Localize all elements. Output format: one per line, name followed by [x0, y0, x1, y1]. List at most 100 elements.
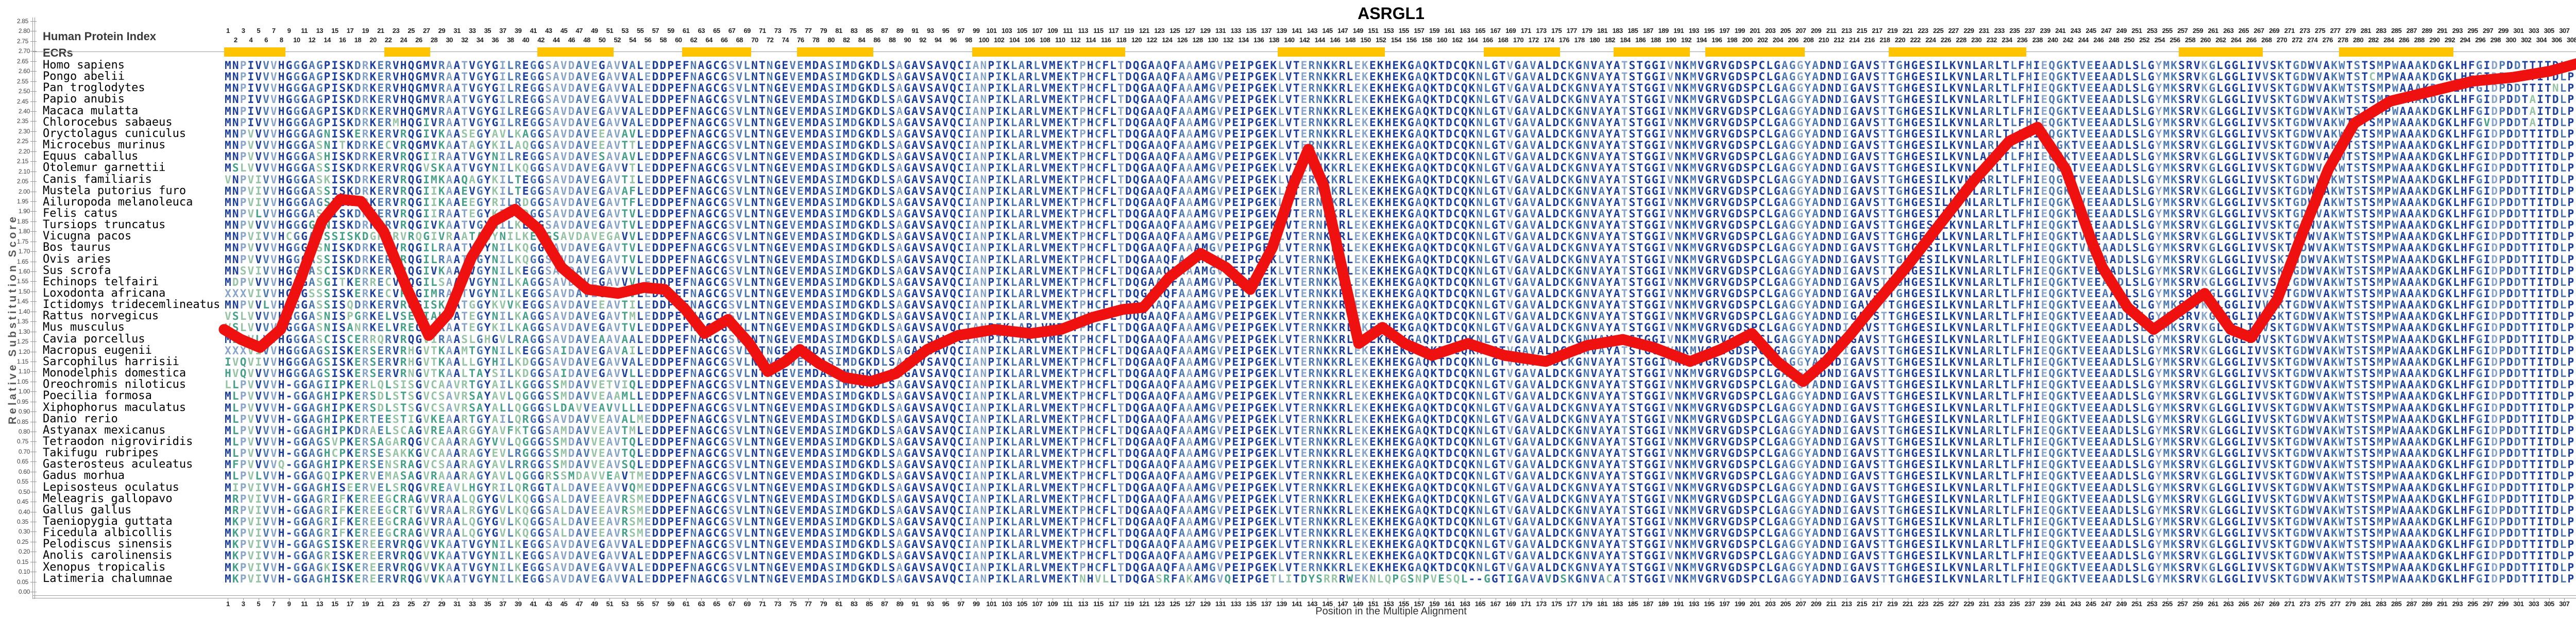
species-name[interactable]: Microcebus murinus	[43, 139, 166, 152]
res: S	[1873, 105, 1880, 117]
res: N	[1476, 139, 1483, 152]
ecr-block[interactable]	[537, 47, 614, 57]
ecr-block[interactable]	[1614, 47, 1690, 57]
res: A	[2415, 127, 2421, 140]
res: D	[812, 162, 819, 175]
res: A	[2323, 207, 2330, 220]
ecr-block[interactable]	[796, 47, 873, 57]
species-name[interactable]: Tursiops truncatus	[43, 218, 166, 232]
species-name[interactable]: Mustela putorius furo	[43, 184, 187, 197]
res: S	[2132, 207, 2139, 220]
species-name[interactable]: Pongo abelii	[43, 70, 125, 83]
res: S	[2132, 139, 2139, 152]
res: R	[1987, 116, 1994, 129]
res: V	[270, 93, 277, 106]
res: K	[866, 71, 872, 83]
res: G	[415, 127, 422, 140]
res: Y	[1606, 162, 1613, 175]
res: G	[1911, 127, 1918, 140]
res: K	[1949, 139, 1956, 152]
ecr-block[interactable]	[2339, 47, 2454, 57]
res: T	[1888, 184, 1895, 197]
res: E	[1354, 116, 1361, 129]
res: R	[1338, 82, 1346, 95]
protein-index-number: 256	[2170, 36, 2180, 44]
res: W	[2308, 116, 2315, 129]
res: D	[2506, 184, 2513, 197]
ecr-block[interactable]	[1705, 47, 1805, 57]
res: T	[1888, 127, 1895, 140]
protein-index-number: 68	[736, 36, 743, 44]
res: K	[347, 105, 353, 117]
species-name[interactable]: Homo sapiens	[43, 59, 125, 72]
res: G	[1491, 82, 1498, 95]
species-name[interactable]: Papio anubis	[43, 93, 125, 106]
res: T	[1499, 127, 1506, 140]
species-name[interactable]: Otolemur garnettii	[43, 161, 166, 175]
res: R	[1713, 127, 1720, 140]
species-name[interactable]: Oryctolagus cuniculus	[43, 127, 187, 140]
res: P	[240, 196, 247, 209]
species-name[interactable]: Pan troglodytes	[43, 81, 145, 95]
res: C	[1758, 93, 1766, 106]
species-name[interactable]: Macaca mulatta	[43, 104, 139, 117]
res: A	[1812, 196, 1819, 209]
species-name[interactable]: Chlorocebus sabaeus	[43, 115, 173, 129]
res: T	[2346, 150, 2353, 163]
res: G	[2209, 116, 2215, 129]
res: V	[469, 184, 476, 197]
ecr-block[interactable]	[1888, 47, 2026, 57]
res: S	[827, 82, 834, 95]
protein-index-number: 131	[1215, 27, 1226, 35]
res: D	[2117, 71, 2124, 83]
res: L	[1484, 93, 1490, 106]
res: G	[1575, 127, 1582, 140]
species-name[interactable]: Canis familiaris	[43, 173, 152, 186]
res: S	[2132, 116, 2139, 129]
ecr-block[interactable]	[224, 47, 285, 57]
res: E	[2094, 184, 2101, 197]
species-name[interactable]: Ailuropoda melanoleuca	[43, 195, 193, 209]
res: R	[1338, 196, 1346, 209]
res: K	[2171, 71, 2177, 83]
ecr-block[interactable]	[1484, 47, 1561, 57]
ecr-block[interactable]	[682, 47, 751, 57]
ecr-block[interactable]	[384, 47, 431, 57]
protein-index-number: 182	[1604, 36, 1616, 44]
res: K	[1003, 59, 1010, 72]
res: D	[2117, 105, 2124, 117]
res: G	[1575, 173, 1582, 186]
protein-index-number: 104	[1009, 36, 1020, 44]
res: A	[1178, 127, 1185, 140]
res: P	[988, 196, 994, 209]
protein-index-number: 148	[1345, 36, 1356, 44]
res: I	[2483, 105, 2490, 117]
species-name[interactable]: Felis catus	[43, 207, 118, 220]
res: I	[1842, 150, 1849, 163]
res: K	[2277, 105, 2284, 117]
res: Q	[1461, 173, 1468, 186]
ecr-block[interactable]	[972, 47, 1125, 57]
res: E	[1392, 71, 1399, 83]
res: L	[2216, 105, 2223, 117]
res: E	[1354, 184, 1361, 197]
res: P	[1079, 207, 1086, 220]
ecr-block[interactable]	[1278, 47, 1385, 57]
res: K	[1362, 105, 1368, 117]
species-name[interactable]: Equus caballus	[43, 150, 139, 163]
res: I	[2537, 71, 2544, 83]
y-tick-label: 1.25	[16, 338, 28, 345]
protein-index-number: 265	[2238, 27, 2249, 35]
res: M	[804, 196, 811, 209]
y-tick-label: 0.35	[16, 518, 28, 525]
res: D	[354, 93, 361, 106]
res: A	[1537, 59, 1544, 72]
res: G	[1575, 71, 1582, 83]
ecr-block[interactable]	[2178, 47, 2263, 57]
res: D	[1835, 71, 1842, 83]
res: H	[278, 93, 285, 106]
res: R	[1308, 207, 1315, 220]
res: V	[1720, 139, 1727, 152]
res: N	[1476, 184, 1483, 197]
res: T	[1636, 127, 1643, 140]
